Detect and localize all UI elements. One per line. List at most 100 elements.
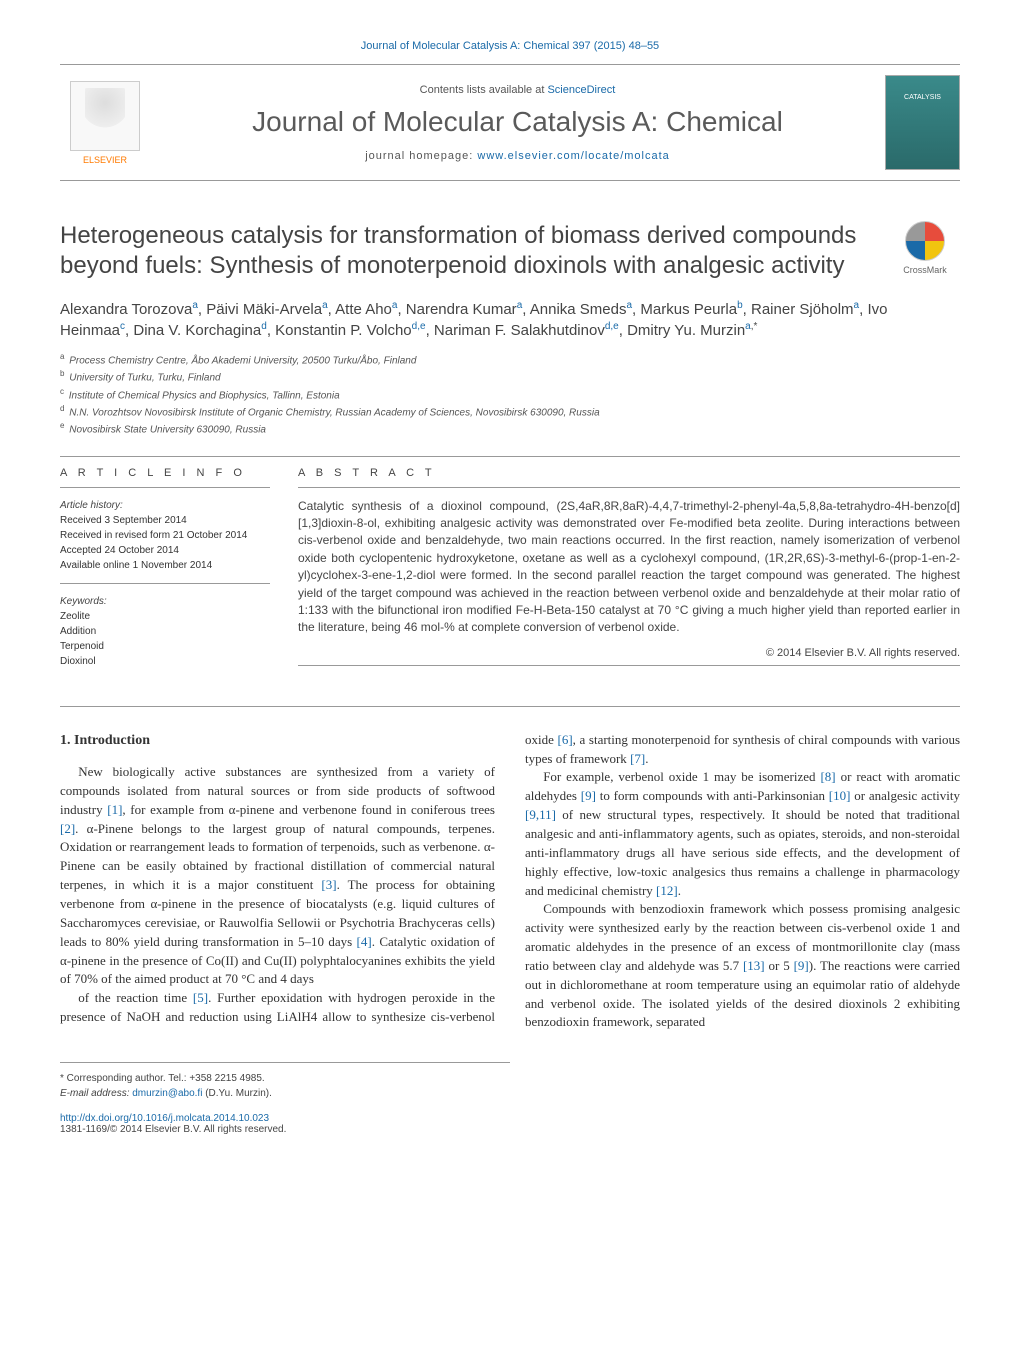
journal-homepage-line: journal homepage: www.elsevier.com/locat… [150,150,885,162]
author: Rainer Sjöholma [751,301,859,318]
keywords-block: Keywords: ZeoliteAdditionTerpenoidDioxin… [60,594,270,669]
author-list: Alexandra Torozovaa, Päivi Mäki-Arvelaa,… [60,299,960,341]
citation-link[interactable]: [9] [581,788,596,803]
affiliation-list: a Process Chemistry Centre, Åbo Akademi … [60,351,960,438]
publisher-logo: ELSEVIER [60,81,150,165]
elsevier-tree-icon [70,81,140,151]
citation-link[interactable]: [3] [321,877,336,892]
citation-link[interactable]: [1] [107,802,122,817]
author-affiliation-sup: a [626,300,632,311]
citation-link[interactable]: [6] [558,732,573,747]
email-label: E-mail address: [60,1088,129,1099]
abstract-copyright: © 2014 Elsevier B.V. All rights reserved… [298,647,960,659]
author-affiliation-sup: d [261,321,267,332]
section-title: Introduction [74,733,150,748]
history-label: Article history: [60,500,123,511]
keyword: Dioxinol [60,654,270,669]
author: Narendra Kumara [406,301,522,318]
author: Konstantin P. Volchod,e [275,322,425,339]
corr-tel: * Corresponding author. Tel.: +358 2215 … [60,1071,510,1086]
crossmark-icon [905,221,945,261]
citation-link[interactable]: [12] [656,883,678,898]
author: Dmitry Yu. Murzina,* [627,322,757,339]
publisher-name: ELSEVIER [60,155,150,165]
affiliation: d N.N. Vorozhtsov Novosibirsk Institute … [60,403,960,420]
section-heading: 1. Introduction [60,731,495,751]
article-info-heading: A R T I C L E I N F O [60,467,270,479]
author: Atte Ahoa [335,301,397,318]
corresponding-author: * Corresponding author. Tel.: +358 2215 … [60,1071,510,1101]
citation-link[interactable]: [2] [60,821,75,836]
contents-available-line: Contents lists available at ScienceDirec… [150,84,885,96]
journal-name: Journal of Molecular Catalysis A: Chemic… [150,106,885,138]
corr-email-tail: (D.Yu. Murzin). [205,1088,272,1099]
homepage-prefix: journal homepage: [365,150,477,162]
divider [298,487,960,488]
author: Annika Smedsa [530,301,632,318]
author: Dina V. Korchaginad [133,322,266,339]
journal-cover-thumb [885,75,960,170]
author-affiliation-sup: b [737,300,743,311]
article-body: 1. Introduction New biologically active … [60,731,960,1033]
author: Markus Peurlab [640,301,742,318]
article-history: Article history: Received 3 September 20… [60,498,270,584]
citation-link[interactable]: [13] [743,958,765,973]
citation-link[interactable]: [9,11] [525,807,556,822]
sciencedirect-link[interactable]: ScienceDirect [547,84,615,96]
running-head-citation: Journal of Molecular Catalysis A: Chemic… [60,40,960,52]
citation-link[interactable]: [10] [829,788,851,803]
body-paragraph: For example, verbenol oxide 1 may be iso… [525,768,960,900]
journal-masthead: ELSEVIER Contents lists available at Sci… [60,64,960,181]
affiliation: b University of Turku, Turku, Finland [60,368,960,385]
article-info-block: A R T I C L E I N F O Article history: R… [60,467,270,676]
section-number: 1. [60,733,71,748]
history-line: Accepted 24 October 2014 [60,543,270,558]
article-title: Heterogeneous catalysis for transformati… [60,221,890,281]
crossmark-badge[interactable]: CrossMark [890,221,960,275]
author-affiliation-sup: c [120,321,125,332]
history-line: Received in revised form 21 October 2014 [60,528,270,543]
citation-link[interactable]: [4] [357,934,372,949]
info-abstract-row: A R T I C L E I N F O Article history: R… [60,467,960,676]
doi-link[interactable]: http://dx.doi.org/10.1016/j.molcata.2014… [60,1113,269,1124]
affiliation: a Process Chemistry Centre, Åbo Akademi … [60,351,960,368]
citation-link[interactable]: [8] [820,769,835,784]
journal-homepage-link[interactable]: www.elsevier.com/locate/molcata [477,150,669,162]
author-affiliation-sup: a [854,300,860,311]
affiliation-sup: d [60,404,64,413]
divider [60,487,270,488]
author: Päivi Mäki-Arvelaa [206,301,327,318]
affiliation-sup: e [60,421,64,430]
keyword: Zeolite [60,609,270,624]
author: Nariman F. Salakhutdinovd,e [434,322,619,339]
citation-link[interactable]: [7] [630,751,645,766]
divider [60,456,960,457]
author-affiliation-sup: a [392,300,398,311]
citation-link[interactable]: [5] [193,990,208,1005]
contents-prefix: Contents lists available at [420,84,548,96]
author-affiliation-sup: d,e [605,321,619,332]
corresponding-asterisk: ,* [751,321,758,332]
author-affiliation-sup: a [517,300,523,311]
crossmark-label: CrossMark [890,265,960,275]
author-affiliation-sup: a [192,300,198,311]
affiliation-sup: b [60,369,64,378]
page-footer-block: * Corresponding author. Tel.: +358 2215 … [60,1062,510,1135]
masthead-center: Contents lists available at ScienceDirec… [150,84,885,162]
citation-link[interactable]: [9] [794,958,809,973]
author-affiliation-sup: d,e [412,321,426,332]
keywords-label: Keywords: [60,596,107,607]
divider [60,706,960,707]
affiliation-sup: a [60,352,64,361]
author-affiliation-sup: a [322,300,328,311]
doi-line: http://dx.doi.org/10.1016/j.molcata.2014… [60,1113,510,1124]
body-paragraph: Compounds with benzodioxin framework whi… [525,900,960,1032]
title-row: Heterogeneous catalysis for transformati… [60,221,960,281]
corr-email-link[interactable]: dmurzin@abo.fi [132,1088,202,1099]
affiliation: c Institute of Chemical Physics and Biop… [60,386,960,403]
affiliation: e Novosibirsk State University 630090, R… [60,420,960,437]
paper-page: Journal of Molecular Catalysis A: Chemic… [0,0,1020,1175]
author: Alexandra Torozovaa [60,301,198,318]
abstract-block: A B S T R A C T Catalytic synthesis of a… [298,467,960,676]
history-line: Received 3 September 2014 [60,513,270,528]
